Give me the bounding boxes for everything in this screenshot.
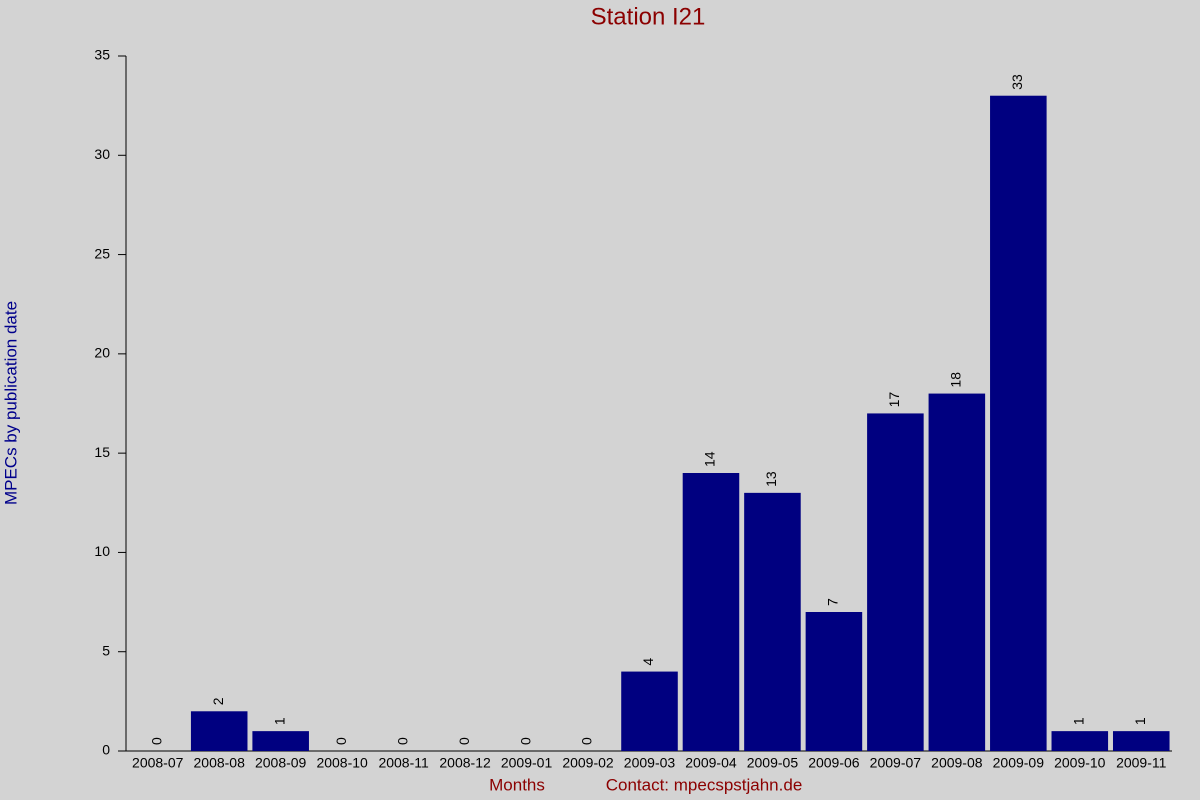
value-label: 0 bbox=[579, 737, 595, 745]
x-tick-label: 2009-06 bbox=[808, 755, 860, 771]
bar bbox=[190, 711, 248, 751]
contact: Contact: mpecspstjahn.de bbox=[606, 775, 803, 794]
y-tick-label: 25 bbox=[94, 245, 110, 261]
y-tick-label: 15 bbox=[94, 444, 110, 460]
x-tick-label: 2009-10 bbox=[1054, 755, 1106, 771]
x-tick-label: 2008-08 bbox=[194, 755, 246, 771]
y-tick-label: 10 bbox=[94, 543, 110, 559]
value-label: 0 bbox=[456, 737, 472, 745]
bar bbox=[805, 612, 863, 751]
x-tick-label: 2009-02 bbox=[562, 755, 614, 771]
y-tick-label: 0 bbox=[102, 742, 110, 758]
value-label: 1 bbox=[1070, 717, 1086, 725]
value-label: 33 bbox=[1009, 74, 1025, 90]
bar bbox=[1051, 731, 1109, 751]
bar bbox=[928, 393, 986, 751]
value-label: 13 bbox=[763, 471, 779, 487]
x-tick-label: 2009-08 bbox=[931, 755, 983, 771]
x-tick-label: 2008-10 bbox=[316, 755, 368, 771]
bar bbox=[252, 731, 309, 751]
value-label: 18 bbox=[948, 372, 964, 388]
x-tick-label: 2009-07 bbox=[870, 755, 922, 771]
bar bbox=[621, 671, 678, 751]
chart-title: Station I21 bbox=[591, 3, 706, 30]
x-tick-label: 2008-09 bbox=[255, 755, 307, 771]
x-tick-label: 2009-09 bbox=[993, 755, 1045, 771]
bar bbox=[867, 413, 924, 751]
y-tick-label: 20 bbox=[94, 345, 110, 361]
x-tick-label: 2008-12 bbox=[439, 755, 491, 771]
x-axis-label: Months bbox=[489, 775, 545, 794]
value-label: 2 bbox=[210, 697, 226, 705]
y-tick-label: 30 bbox=[94, 146, 110, 162]
bar bbox=[1112, 731, 1170, 751]
bar bbox=[744, 492, 801, 751]
bar bbox=[990, 95, 1047, 751]
value-label: 7 bbox=[825, 598, 841, 606]
value-label: 1 bbox=[271, 717, 287, 725]
y-tick-label: 35 bbox=[94, 47, 110, 63]
x-tick-label: 2009-11 bbox=[1116, 755, 1167, 771]
x-tick-label: 2008-07 bbox=[132, 755, 184, 771]
x-tick-label: 2008-11 bbox=[378, 755, 429, 771]
value-label: 1 bbox=[1132, 717, 1148, 725]
y-tick-label: 5 bbox=[102, 642, 110, 658]
value-label: 0 bbox=[333, 737, 349, 745]
x-tick-label: 2009-01 bbox=[501, 755, 553, 771]
x-tick-label: 2009-04 bbox=[685, 755, 737, 771]
x-tick-label: 2009-05 bbox=[747, 755, 799, 771]
value-label: 0 bbox=[148, 737, 164, 745]
value-label: 17 bbox=[886, 392, 902, 408]
bar bbox=[682, 473, 740, 751]
value-label: 14 bbox=[702, 451, 718, 467]
value-label: 4 bbox=[640, 658, 656, 666]
value-label: 0 bbox=[394, 737, 410, 745]
value-label: 0 bbox=[517, 737, 533, 745]
x-tick-label: 2009-03 bbox=[624, 755, 676, 771]
y-axis-label: MPECs by publication date bbox=[1, 301, 20, 505]
